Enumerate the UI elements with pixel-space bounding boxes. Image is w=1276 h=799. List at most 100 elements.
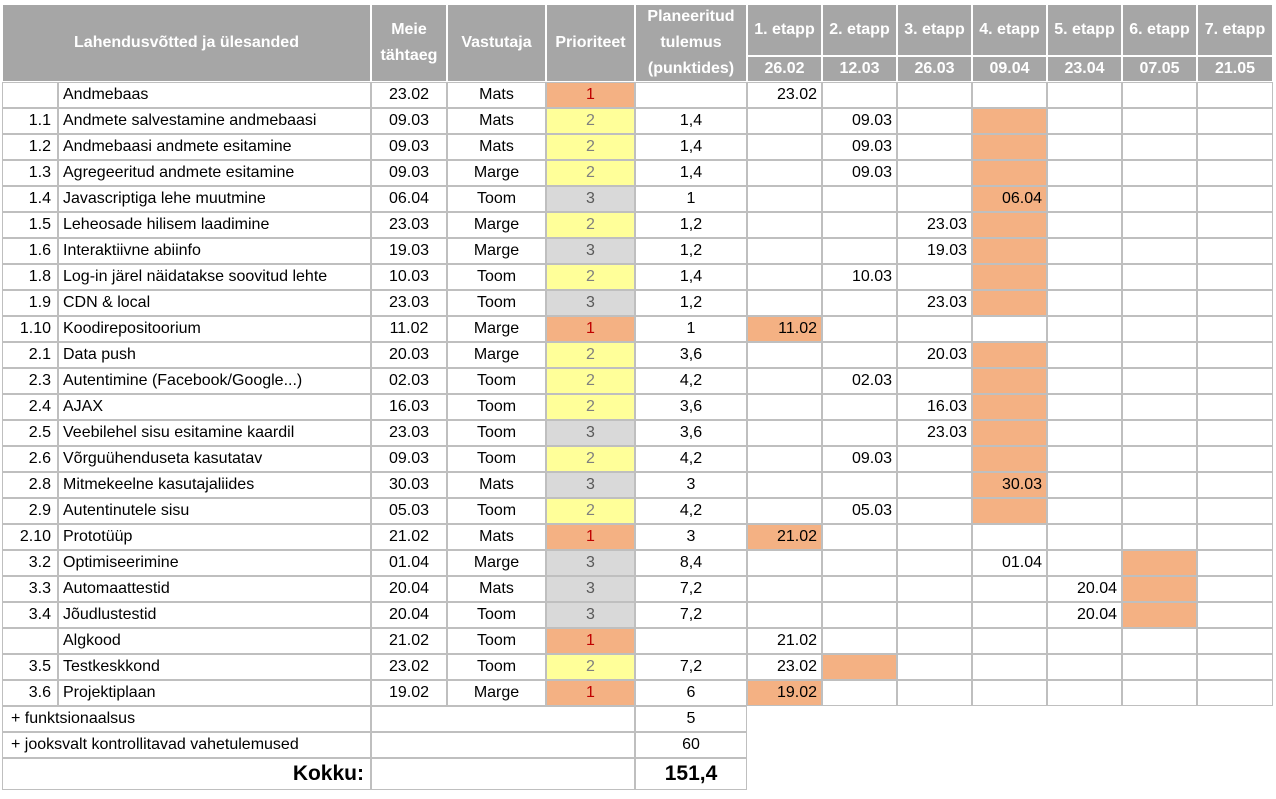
row-stage-6[interactable] — [1122, 290, 1197, 316]
row-task[interactable]: Algkood — [58, 628, 371, 654]
row-stage-2[interactable] — [822, 654, 897, 680]
row-deadline[interactable]: 19.02 — [371, 680, 447, 706]
row-stage-1[interactable] — [747, 420, 822, 446]
row-points[interactable]: 6 — [635, 680, 747, 706]
row-points[interactable]: 4,2 — [635, 446, 747, 472]
row-deadline[interactable]: 16.03 — [371, 394, 447, 420]
row-stage-3[interactable] — [897, 264, 972, 290]
row-deadline[interactable]: 23.03 — [371, 420, 447, 446]
footer-value[interactable]: 60 — [635, 732, 747, 758]
row-priority[interactable]: 1 — [546, 524, 635, 550]
row-task[interactable]: Testkeskkond — [58, 654, 371, 680]
row-task[interactable]: Leheosade hilisem laadimine — [58, 212, 371, 238]
row-owner[interactable]: Marge — [447, 680, 546, 706]
row-stage-6[interactable] — [1122, 238, 1197, 264]
row-stage-7[interactable] — [1197, 108, 1273, 134]
row-stage-6[interactable] — [1122, 316, 1197, 342]
row-task[interactable]: AJAX — [58, 394, 371, 420]
row-points[interactable]: 1,4 — [635, 264, 747, 290]
row-task[interactable]: Projektiplaan — [58, 680, 371, 706]
row-stage-4[interactable] — [972, 134, 1047, 160]
row-stage-7[interactable] — [1197, 628, 1273, 654]
row-stage-6[interactable] — [1122, 628, 1197, 654]
row-stage-1[interactable] — [747, 472, 822, 498]
row-task[interactable]: Veebilehel sisu esitamine kaardil — [58, 420, 371, 446]
row-stage-2[interactable]: 09.03 — [822, 446, 897, 472]
row-stage-4[interactable] — [972, 628, 1047, 654]
row-stage-6[interactable] — [1122, 498, 1197, 524]
row-owner[interactable]: Toom — [447, 602, 546, 628]
row-stage-2[interactable] — [822, 342, 897, 368]
row-stage-4[interactable] — [972, 576, 1047, 602]
row-points[interactable]: 4,2 — [635, 368, 747, 394]
row-stage-6[interactable] — [1122, 368, 1197, 394]
row-stage-5[interactable] — [1047, 446, 1122, 472]
row-stage-7[interactable] — [1197, 264, 1273, 290]
row-owner[interactable]: Marge — [447, 342, 546, 368]
row-stage-4[interactable] — [972, 160, 1047, 186]
row-stage-5[interactable] — [1047, 316, 1122, 342]
row-stage-1[interactable]: 21.02 — [747, 628, 822, 654]
row-points[interactable]: 1,4 — [635, 160, 747, 186]
row-deadline[interactable]: 09.03 — [371, 446, 447, 472]
row-priority[interactable]: 2 — [546, 108, 635, 134]
row-stage-5[interactable]: 20.04 — [1047, 576, 1122, 602]
row-task[interactable]: Mitmekeelne kasutajaliides — [58, 472, 371, 498]
row-stage-3[interactable] — [897, 134, 972, 160]
row-stage-1[interactable] — [747, 342, 822, 368]
row-priority[interactable]: 3 — [546, 576, 635, 602]
row-stage-4[interactable] — [972, 446, 1047, 472]
row-task[interactable]: Andmebaasi andmete esitamine — [58, 134, 371, 160]
row-stage-1[interactable] — [747, 108, 822, 134]
row-task[interactable]: Interaktiivne abiinfo — [58, 238, 371, 264]
row-task[interactable]: Javascriptiga lehe muutmine — [58, 186, 371, 212]
row-priority[interactable]: 2 — [546, 160, 635, 186]
row-stage-4[interactable] — [972, 264, 1047, 290]
row-deadline[interactable]: 11.02 — [371, 316, 447, 342]
row-stage-7[interactable] — [1197, 212, 1273, 238]
row-deadline[interactable]: 02.03 — [371, 368, 447, 394]
row-stage-7[interactable] — [1197, 134, 1273, 160]
row-priority[interactable]: 2 — [546, 264, 635, 290]
row-owner[interactable]: Toom — [447, 654, 546, 680]
row-stage-7[interactable] — [1197, 472, 1273, 498]
row-task[interactable]: Automaattestid — [58, 576, 371, 602]
row-stage-6[interactable] — [1122, 160, 1197, 186]
row-stage-1[interactable] — [747, 134, 822, 160]
row-deadline[interactable]: 09.03 — [371, 108, 447, 134]
row-priority[interactable]: 3 — [546, 420, 635, 446]
row-task[interactable]: Optimiseerimine — [58, 550, 371, 576]
row-stage-6[interactable] — [1122, 342, 1197, 368]
row-stage-4[interactable] — [972, 316, 1047, 342]
row-task[interactable]: Andmebaas — [58, 82, 371, 108]
row-task[interactable]: Log-in järel näidatakse soovitud lehte — [58, 264, 371, 290]
row-stage-3[interactable] — [897, 628, 972, 654]
row-stage-1[interactable] — [747, 394, 822, 420]
row-priority[interactable]: 3 — [546, 238, 635, 264]
row-stage-2[interactable] — [822, 602, 897, 628]
row-stage-5[interactable] — [1047, 654, 1122, 680]
row-stage-2[interactable] — [822, 394, 897, 420]
row-stage-4[interactable] — [972, 342, 1047, 368]
row-stage-2[interactable]: 09.03 — [822, 160, 897, 186]
row-owner[interactable]: Mats — [447, 524, 546, 550]
row-deadline[interactable]: 09.03 — [371, 134, 447, 160]
row-stage-5[interactable] — [1047, 420, 1122, 446]
row-deadline[interactable]: 23.03 — [371, 290, 447, 316]
row-stage-6[interactable] — [1122, 420, 1197, 446]
row-stage-1[interactable] — [747, 264, 822, 290]
row-stage-2[interactable] — [822, 628, 897, 654]
row-stage-5[interactable] — [1047, 368, 1122, 394]
row-stage-7[interactable] — [1197, 290, 1273, 316]
row-priority[interactable]: 2 — [546, 368, 635, 394]
row-stage-6[interactable] — [1122, 680, 1197, 706]
row-stage-4[interactable] — [972, 82, 1047, 108]
row-stage-5[interactable] — [1047, 160, 1122, 186]
row-deadline[interactable]: 23.02 — [371, 654, 447, 680]
row-stage-6[interactable] — [1122, 186, 1197, 212]
row-stage-1[interactable] — [747, 186, 822, 212]
row-stage-2[interactable]: 10.03 — [822, 264, 897, 290]
row-stage-2[interactable] — [822, 316, 897, 342]
row-stage-6[interactable] — [1122, 654, 1197, 680]
row-stage-5[interactable] — [1047, 212, 1122, 238]
